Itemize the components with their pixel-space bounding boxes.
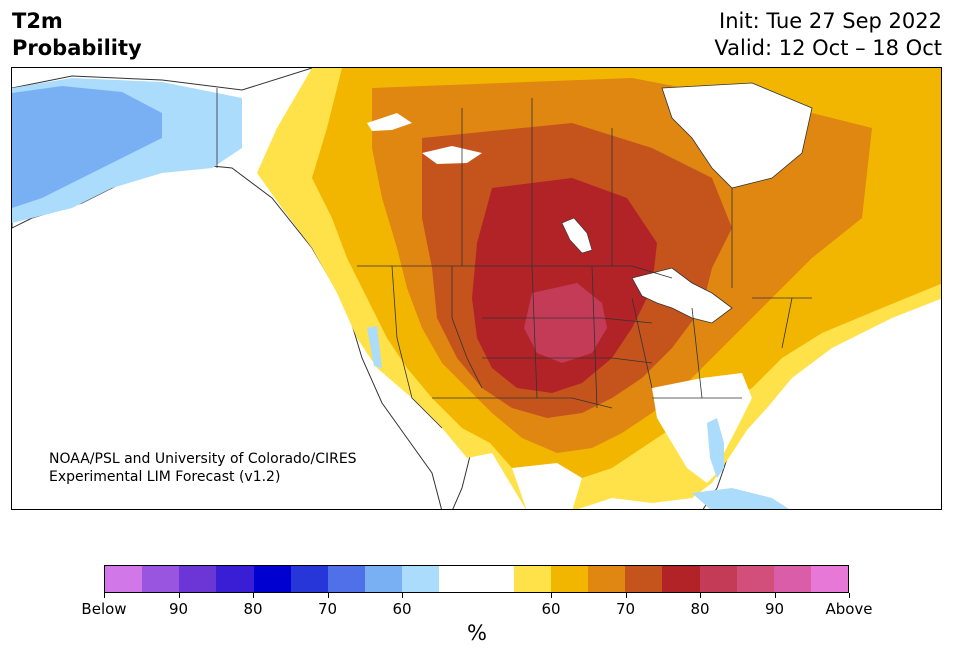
colorbar-tick-label: 90 [168,600,189,618]
colorbar-segment [476,566,514,592]
colorbar-segment [402,566,440,592]
colorbar [104,565,849,593]
colorbar-segment [105,566,143,592]
credit-line-1: NOAA/PSL and University of Colorado/CIRE… [49,451,357,467]
political-boundaries [216,88,812,429]
prob-region-90-100 [472,178,657,393]
colorbar-segment [365,566,403,592]
cuba-light-blue [692,488,789,509]
probability-map [11,67,942,510]
gulf-coast-neutral [512,463,582,509]
date-info: Init: Tue 27 Sep 2022 Valid: 12 Oct – 18… [714,8,942,62]
colorbar-segment [513,566,551,592]
colorbar-segment [662,566,700,592]
title-line-1: T2m [12,9,63,33]
colorbar-segment [588,566,626,592]
colorbar-tick-label: 80 [690,600,710,618]
colorbar-tick-label: 90 [764,600,785,618]
hudson-bay [661,82,813,189]
prob-region-peak [524,283,607,363]
colorbar-segment [699,566,737,592]
colorbar-segment [142,566,180,592]
colorbar-segment [736,566,774,592]
colorbar-tick-label: 80 [243,600,263,618]
colorbar-tick-label: 60 [541,600,561,618]
alaska-mid-blue [12,86,162,208]
colorbar-segment [216,566,254,592]
colorbar-segment [773,566,811,592]
colorbar-segment [327,566,366,592]
florida-light-blue [707,418,724,478]
colorbar-tickmark [700,593,701,598]
colorbar-tickmark [253,593,254,598]
colorbar-segment [253,566,291,592]
colorbar-tickmark [625,593,627,598]
colorbar-tickmark [104,593,105,598]
colorbar-tickmark [402,593,403,598]
colorbar-segment [439,566,477,592]
southeast-neutral [652,373,752,483]
colorbar-tickmark [327,593,329,598]
colorbar-tickmark [551,593,552,598]
init-date-label: Init: Tue 27 Sep 2022 [719,9,942,33]
valid-date-label: Valid: 12 Oct – 18 Oct [714,36,942,60]
lake-winnipeg [561,217,593,254]
colorbar-segment [290,566,328,592]
map-credit: NOAA/PSL and University of Colorado/CIRE… [49,450,357,486]
colorbar-segment [810,566,849,592]
colorbar-tick-label: 70 [317,600,338,618]
pacific-coast-light-blue [367,326,382,368]
title-line-2: Probability [12,36,142,60]
colorbar-tickmark [849,593,850,598]
great-lakes [631,267,733,324]
colorbar-segment [550,566,589,592]
colorbar-tickmark [774,593,776,598]
colorbar-tick-label: 70 [615,600,636,618]
colorbar-tick-label: Above [825,600,873,618]
colorbar-segment [179,566,217,592]
colorbar-tick-label: 60 [392,600,412,618]
colorbar-unit-label: % [467,621,487,645]
great-slave-lake [422,146,482,164]
map-canvas [12,68,941,509]
colorbar-tick-label: Below [81,600,127,618]
colorbar-tickmark [178,593,180,598]
chart-title: T2m Probability [12,8,142,62]
great-bear-lake [367,113,412,131]
colorbar-segment [625,566,663,592]
credit-line-2: Experimental LIM Forecast (v1.2) [49,469,281,485]
